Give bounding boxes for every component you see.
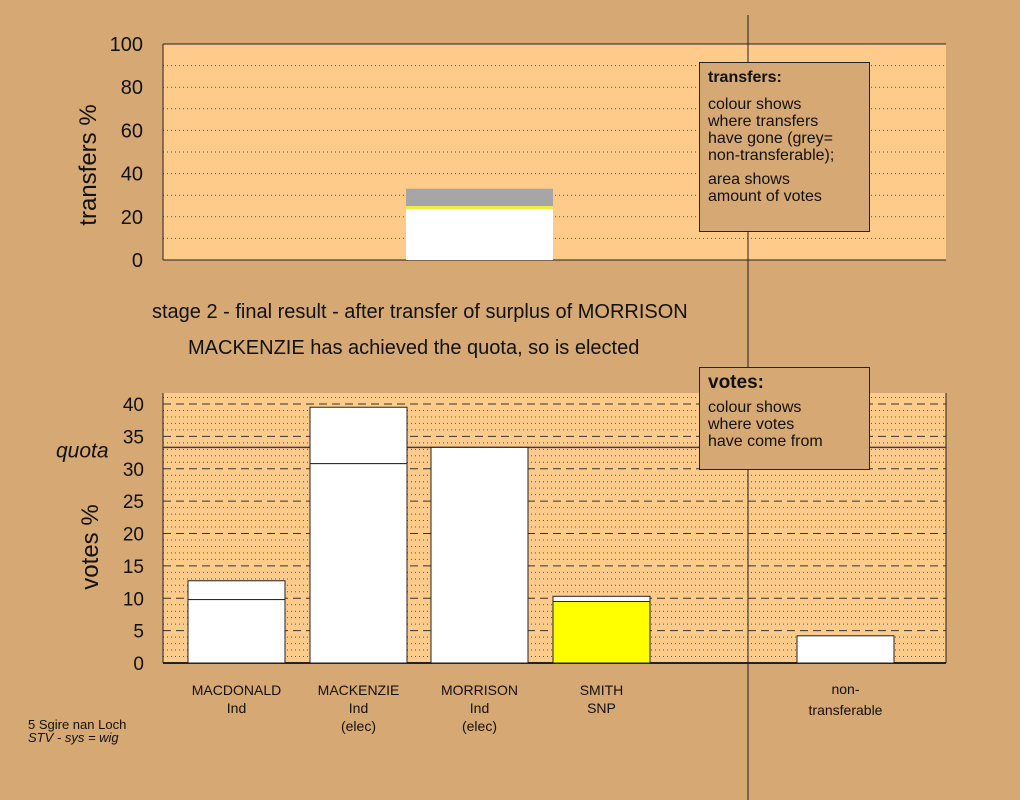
transfers-legend-line: amount of votes [708,188,822,205]
vote-bar-segment [187,599,286,664]
category-label: SMITH [580,682,624,698]
transfers-legend-line: colour shows [708,96,802,113]
transfers-legend-line: area shows [708,171,790,188]
transfers-y-tick-label: 20 [121,207,143,229]
category-label: MORRISON [441,682,518,698]
vote-bar-segment [796,635,895,664]
votes-y-tick-label: 25 [123,492,144,513]
transfers-legend-line: non-transferable); [708,147,835,164]
transfers-legend-line: have gone (grey= [708,130,833,147]
category-label: SNP [587,700,616,716]
transfers-y-tick-label: 80 [121,77,143,99]
votes-y-tick-label: 15 [123,557,144,578]
votes-y-tick-label: 35 [123,427,144,448]
vote-bar-segment [187,580,286,601]
transfers-y-tick-label: 100 [110,34,143,56]
votes-y-tick-label: 0 [133,654,144,675]
transfers-y-tick-label: 0 [132,250,143,272]
transfers-y-axis-label: transfers % [75,104,102,225]
stage-title: stage 2 - final result - after transfer … [152,301,688,323]
category-label: transferable [809,702,883,718]
transfer-bar-white [406,209,553,260]
vote-bar-segment [309,406,408,465]
votes-y-axis-label: votes % [77,504,104,589]
votes-y-tick-label: 10 [123,589,144,610]
quota-label: quota [56,439,109,462]
category-label: Ind [349,700,368,716]
vote-bar-segment [309,463,408,664]
votes-legend-line: have come from [708,433,823,450]
category-label: Ind [227,700,246,716]
transfers-y-tick-label: 60 [121,120,143,142]
transfers-legend: transfers: colour shows where transfers … [699,62,870,232]
votes-legend-title: votes: [708,372,764,393]
category-label: Ind [470,700,489,716]
votes-y-tick-label: 30 [123,460,144,481]
stage-subtitle: MACKENZIE has achieved the quota, so is … [188,337,640,359]
category-label: (elec) [341,718,376,734]
category-label: (elec) [462,718,497,734]
category-label: non- [831,681,859,697]
vote-bar-segment [552,600,651,664]
votes-y-tick-label: 40 [123,395,144,416]
votes-legend-line: where votes [708,416,795,433]
votes-legend-line: colour shows [708,399,802,416]
votes-legend: votes: colour shows where votes have com… [699,367,870,470]
votes-y-tick-label: 20 [123,525,144,546]
footer-system: STV - sys = wig [28,730,119,745]
transfers-y-tick-label: 40 [121,164,143,186]
category-label: MACKENZIE [318,682,400,698]
vote-bar-segment [430,446,529,664]
footer: 5 Sgire nan Loch STV - sys = wig [28,718,126,744]
vote-bar-segment [552,595,651,602]
category-label: MACDONALD [192,682,281,698]
transfers-legend-title: transfers: [708,69,782,86]
transfers-legend-line: where transfers [708,113,819,130]
footer-ward: 5 Sgire nan Loch [28,717,127,732]
transfer-bar-yellow [406,206,553,210]
votes-y-tick-label: 5 [133,622,144,643]
transfer-bar-grey [406,188,553,206]
